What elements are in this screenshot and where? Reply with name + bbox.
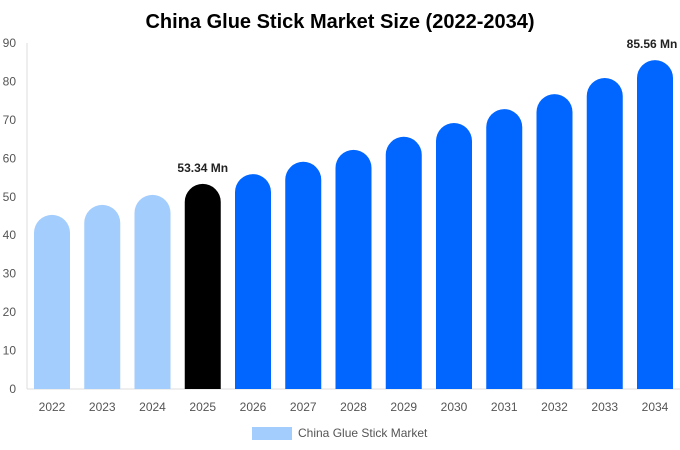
x-tick-label: 2033 xyxy=(591,400,618,414)
bar-2022 xyxy=(34,214,70,389)
y-tick-label: 10 xyxy=(3,344,17,358)
legend-label: China Glue Stick Market xyxy=(298,426,428,440)
bar-2023 xyxy=(84,204,121,389)
x-tick-label: 2025 xyxy=(189,400,216,414)
y-tick-label: 80 xyxy=(3,74,17,88)
y-tick-label: 60 xyxy=(3,151,17,165)
bar-2034 xyxy=(637,60,673,389)
legend-swatch xyxy=(252,427,292,440)
bar-2025 xyxy=(184,183,221,389)
bar-2031 xyxy=(486,109,523,389)
x-tick-label: 2032 xyxy=(541,400,568,414)
y-tick-label: 70 xyxy=(3,113,17,127)
bar-2027 xyxy=(285,161,322,389)
legend: China Glue Stick Market xyxy=(252,426,428,440)
x-tick-label: 2031 xyxy=(491,400,518,414)
bar-2033 xyxy=(586,77,623,390)
bar-2032 xyxy=(536,94,573,390)
y-tick-label: 20 xyxy=(3,305,17,319)
x-tick-label: 2022 xyxy=(39,400,66,414)
bar-2026 xyxy=(235,174,271,389)
x-tick-label: 2028 xyxy=(340,400,367,414)
y-tick-label: 90 xyxy=(3,36,17,50)
x-tick-label: 2034 xyxy=(642,400,669,414)
y-tick-label: 0 xyxy=(9,382,16,396)
x-tick-label: 2027 xyxy=(290,400,317,414)
x-tick-label: 2024 xyxy=(139,400,166,414)
x-tick-label: 2023 xyxy=(89,400,116,414)
y-tick-label: 50 xyxy=(3,190,17,204)
bar-2028 xyxy=(335,149,372,389)
bar-2030 xyxy=(436,122,472,390)
chart-title: China Glue Stick Market Size (2022-2034) xyxy=(145,11,534,33)
y-tick-label: 30 xyxy=(3,267,17,281)
data-label: 53.34 Mn xyxy=(177,161,228,175)
data-label: 85.56 Mn xyxy=(627,37,678,51)
y-tick-label: 40 xyxy=(3,228,17,242)
x-tick-label: 2026 xyxy=(240,400,267,414)
x-tick-label: 2030 xyxy=(441,400,468,414)
bar-2029 xyxy=(385,136,422,389)
x-tick-label: 2029 xyxy=(390,400,417,414)
bar-2024 xyxy=(134,194,171,389)
